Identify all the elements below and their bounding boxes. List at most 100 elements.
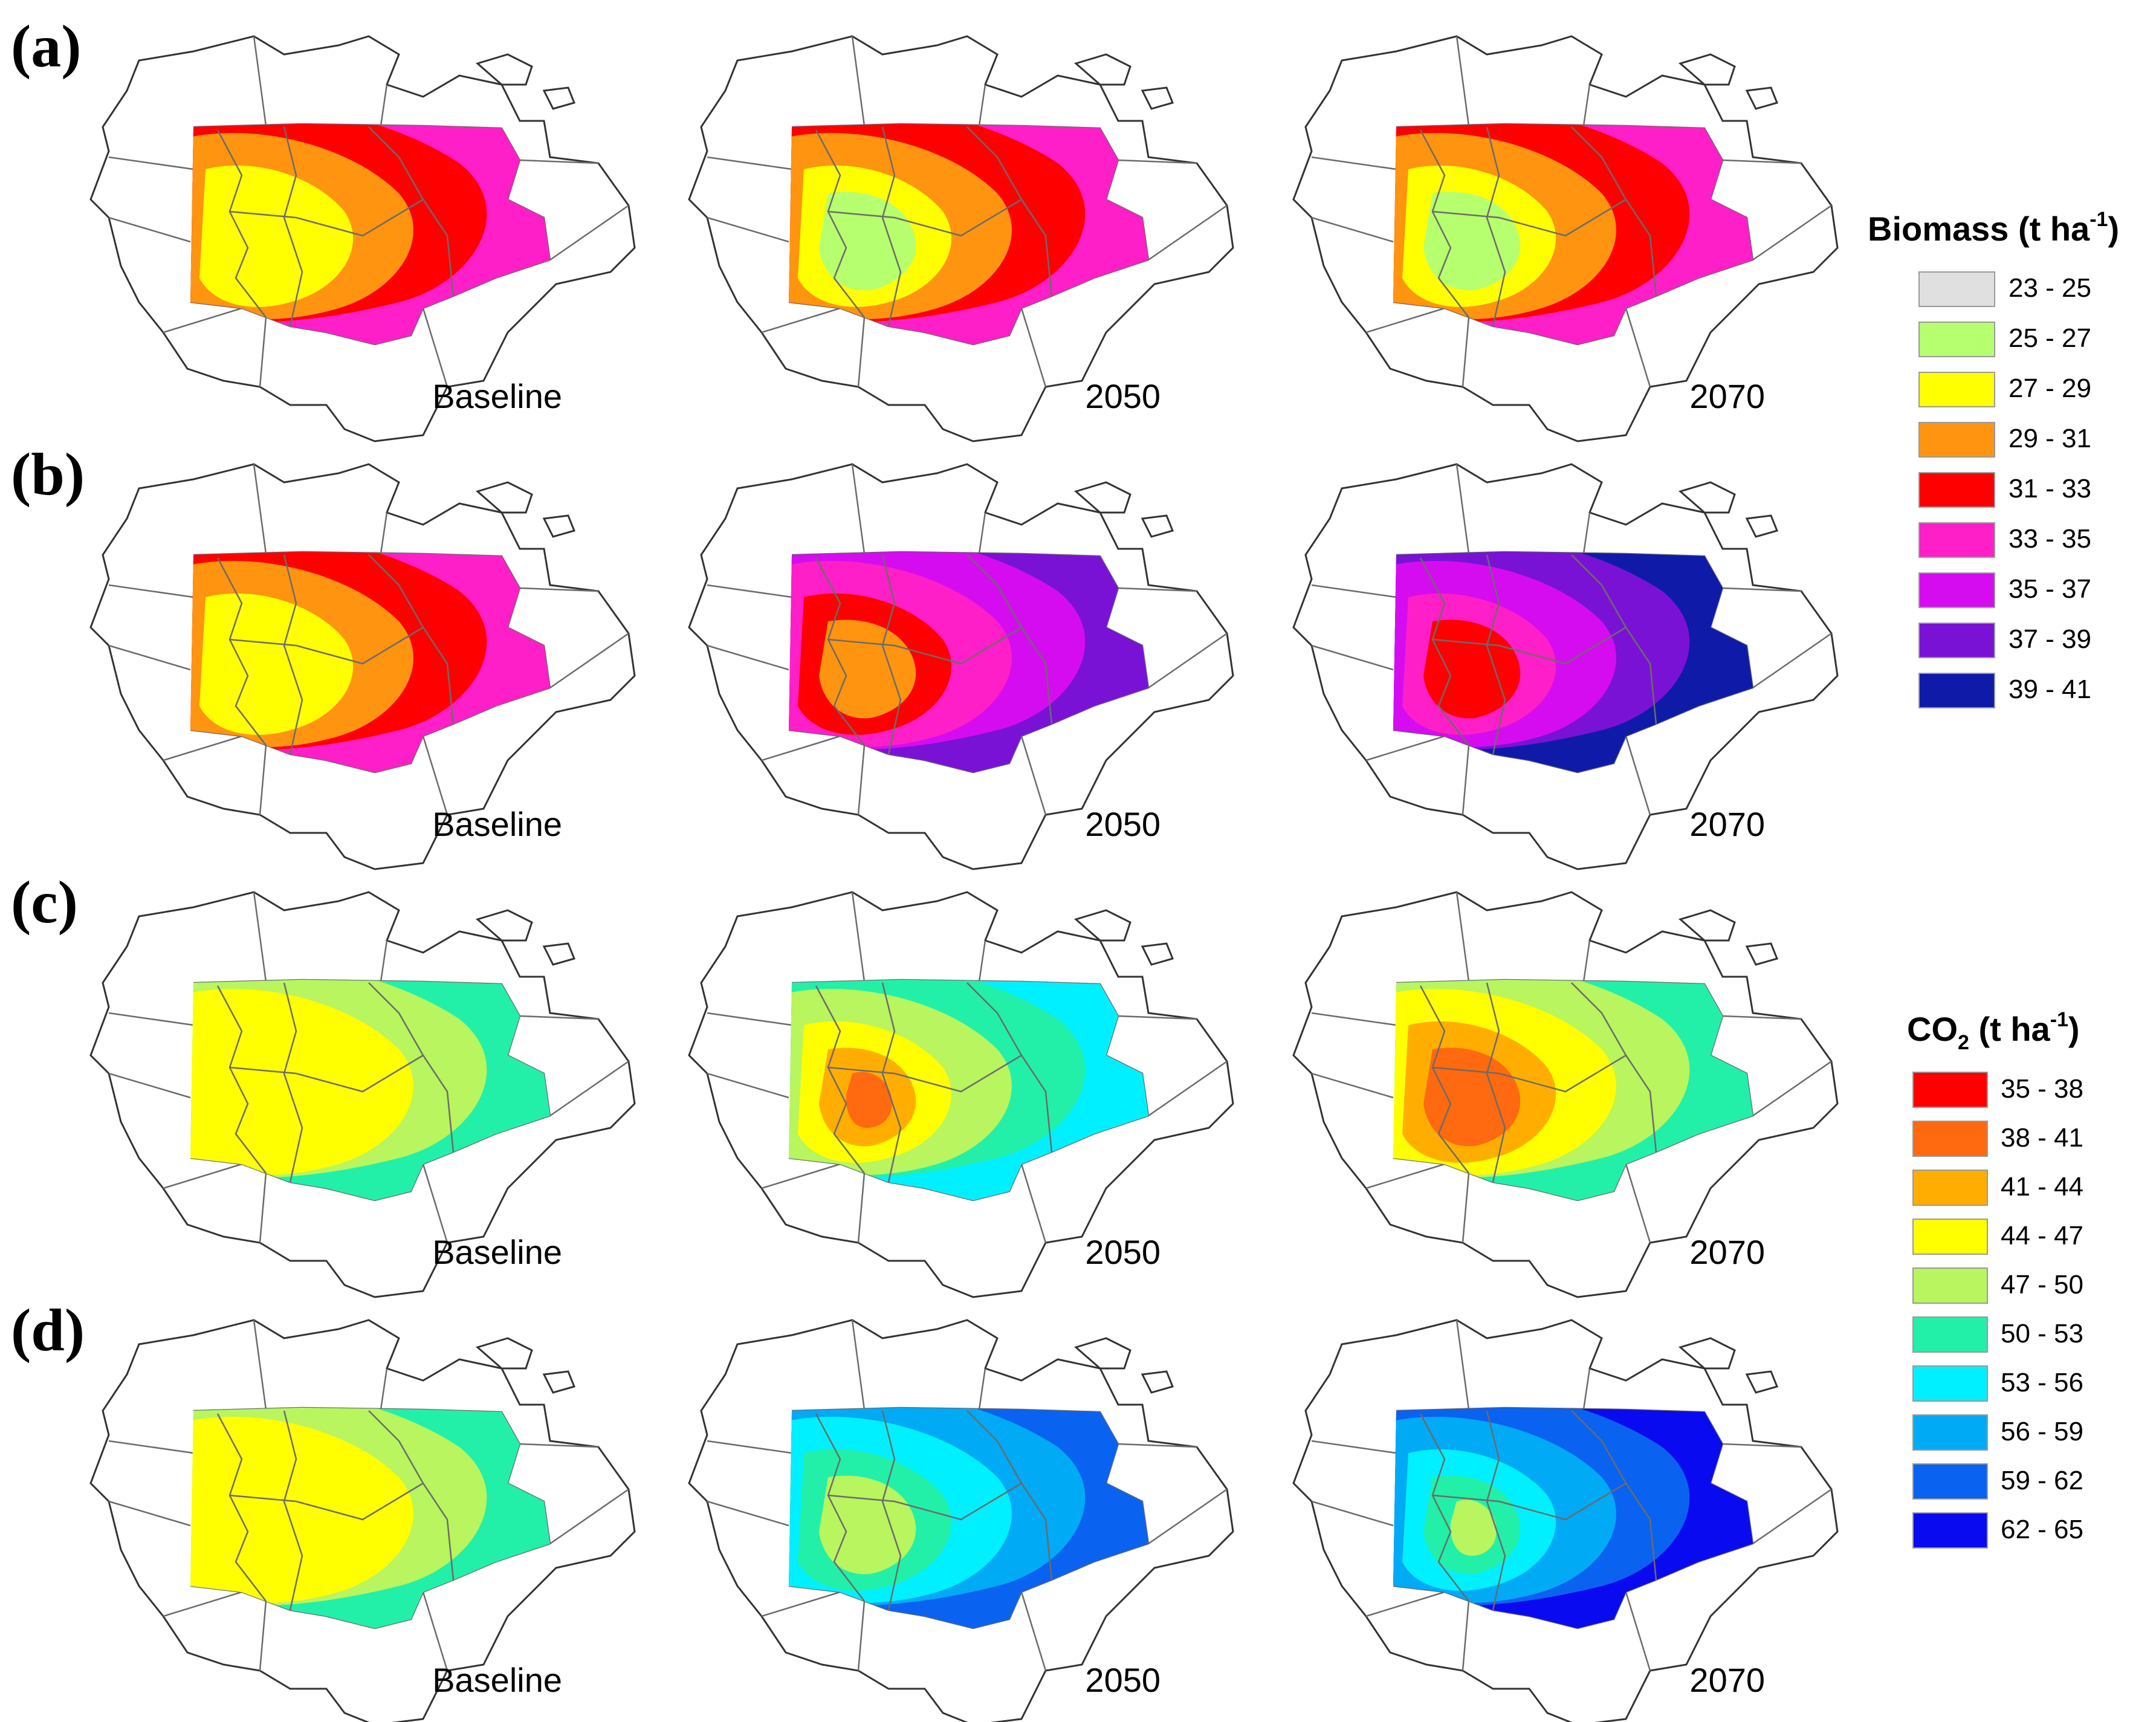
co2-legend-label-2: 38 - 41 bbox=[2001, 1123, 2083, 1153]
map-panel-r4-c1: Baseline bbox=[89, 1319, 636, 1722]
biomass-legend-label-4: 29 - 31 bbox=[2009, 424, 2091, 453]
map-panel-r3-c1: Baseline bbox=[89, 891, 636, 1298]
co2-legend-swatch-4 bbox=[1912, 1219, 1988, 1255]
period-baseline-label: Baseline bbox=[432, 1233, 562, 1271]
period-2070-label: 2070 bbox=[1689, 1661, 1765, 1699]
value-zone bbox=[1423, 1047, 1521, 1147]
district-borders bbox=[216, 554, 455, 755]
biomass-legend-label-3: 27 - 29 bbox=[2009, 374, 2091, 403]
biomass-legend-label-9: 39 - 41 bbox=[2009, 675, 2091, 704]
map-panel-r4-c2: 2050 bbox=[688, 1319, 1234, 1722]
co2-legend-label-7: 53 - 56 bbox=[2001, 1368, 2083, 1397]
biomass-legend-swatch-3 bbox=[1918, 372, 1995, 407]
co2-legend-label-1: 35 - 38 bbox=[2001, 1074, 2083, 1104]
period-2070-label: 2070 bbox=[1689, 805, 1765, 843]
period-2070-label: 2070 bbox=[1689, 1233, 1765, 1271]
value-zone bbox=[1450, 1500, 1497, 1556]
co2-legend-label-6: 50 - 53 bbox=[2001, 1319, 2083, 1348]
district-borders bbox=[815, 1410, 1053, 1611]
value-zone bbox=[819, 192, 916, 291]
district-borders bbox=[815, 554, 1053, 755]
row-labels: (a) (b) (c) (d) bbox=[11, 13, 85, 1364]
biomass-legend-swatch-9 bbox=[1918, 673, 1995, 708]
co2-legend-swatch-9 bbox=[1912, 1463, 1988, 1500]
row-label-d: (d) bbox=[11, 1296, 85, 1364]
period-2050-label: 2050 bbox=[1085, 1233, 1161, 1271]
period-baseline-label: Baseline bbox=[432, 1661, 562, 1699]
district-borders bbox=[815, 982, 1053, 1183]
map-panel-r1-c3: 2070 bbox=[1292, 35, 1839, 442]
study-area-fill bbox=[1393, 980, 1753, 1200]
co2-legend-title: CO2 (t ha-1) bbox=[1907, 1008, 2080, 1054]
district-borders bbox=[216, 1410, 455, 1611]
co2-legend-label-4: 44 - 47 bbox=[2001, 1221, 2083, 1251]
biomass-legend-label-8: 37 - 39 bbox=[2009, 624, 2091, 654]
row-label-b: (b) bbox=[11, 441, 85, 508]
biomass-legend-swatch-4 bbox=[1918, 422, 1995, 458]
map-panel-r1-c2: 2050 bbox=[688, 35, 1234, 442]
value-zone bbox=[846, 1072, 892, 1128]
co2-legend: CO2 (t ha-1) 35 - 38 38 - 41 41 - 44 44 - 4… bbox=[1907, 1008, 2083, 1549]
study-area-fill bbox=[1393, 552, 1753, 772]
row-label-c: (c) bbox=[11, 869, 78, 936]
co2-legend-swatch-2 bbox=[1912, 1121, 1988, 1157]
co2-legend-swatch-7 bbox=[1912, 1365, 1988, 1402]
value-zone bbox=[1423, 192, 1521, 291]
value-zone bbox=[819, 1475, 916, 1575]
biomass-legend: Biomass (t ha-1) 23 - 25 25 - 27 27 - 29 29… bbox=[1868, 208, 2119, 708]
biomass-legend-swatch-2 bbox=[1918, 322, 1995, 357]
study-area-fill bbox=[190, 124, 550, 345]
biomass-legend-label-5: 31 - 33 bbox=[2009, 474, 2091, 503]
co2-legend-swatch-5 bbox=[1912, 1267, 1988, 1304]
map-panel-r2-c3: 2070 bbox=[1292, 463, 1839, 870]
map-panel-r2-c1: Baseline bbox=[89, 463, 636, 870]
biomass-legend-title: Biomass (t ha-1) bbox=[1868, 208, 2119, 248]
co2-legend-label-5: 47 - 50 bbox=[2001, 1270, 2083, 1300]
period-2050-label: 2050 bbox=[1085, 805, 1161, 843]
co2-legend-swatch-8 bbox=[1912, 1414, 1988, 1451]
study-area-fill bbox=[190, 1408, 550, 1628]
period-baseline-label: Baseline bbox=[432, 377, 562, 415]
biomass-legend-label-2: 25 - 27 bbox=[2009, 323, 2091, 353]
study-area-fill bbox=[789, 552, 1148, 772]
period-2050-label: 2050 bbox=[1085, 1661, 1161, 1699]
district-borders bbox=[815, 126, 1053, 327]
value-zone bbox=[819, 620, 916, 719]
co2-legend-label-10: 62 - 65 bbox=[2001, 1515, 2083, 1544]
co2-legend-label-9: 59 - 62 bbox=[2001, 1466, 2083, 1495]
map-panel-r1-c1: Baseline bbox=[89, 35, 636, 442]
district-borders bbox=[216, 126, 455, 327]
biomass-legend-label-6: 33 - 35 bbox=[2009, 524, 2091, 554]
map-panel-r2-c2: 2050 bbox=[688, 463, 1234, 870]
study-area-fill bbox=[789, 124, 1148, 345]
period-baseline-label: Baseline bbox=[432, 805, 562, 843]
map-panels: Baseline 2050 2070 Baseline 2050 2070 Baseline… bbox=[89, 35, 1839, 1722]
biomass-legend-swatch-7 bbox=[1918, 572, 1995, 608]
study-area-fill bbox=[1393, 1408, 1753, 1628]
biomass-legend-swatch-8 bbox=[1918, 623, 1995, 658]
co2-legend-swatch-1 bbox=[1912, 1072, 1988, 1108]
period-2070-label: 2070 bbox=[1689, 377, 1765, 415]
co2-legend-swatch-6 bbox=[1912, 1316, 1988, 1353]
row-label-a: (a) bbox=[11, 13, 82, 80]
co2-legend-label-3: 41 - 44 bbox=[2001, 1172, 2083, 1202]
biomass-legend-label-7: 35 - 37 bbox=[2009, 574, 2091, 604]
biomass-legend-swatch-5 bbox=[1918, 472, 1995, 508]
district-borders bbox=[1419, 982, 1657, 1183]
map-panel-r3-c2: 2050 bbox=[688, 891, 1234, 1298]
district-borders bbox=[216, 982, 455, 1183]
map-panel-r3-c3: 2070 bbox=[1292, 891, 1839, 1298]
district-borders bbox=[1419, 554, 1657, 755]
map-panel-r4-c3: 2070 bbox=[1292, 1319, 1839, 1722]
biomass-legend-swatch-1 bbox=[1918, 271, 1995, 307]
district-borders bbox=[1419, 1410, 1657, 1611]
district-borders bbox=[1419, 126, 1657, 327]
co2-legend-swatch-3 bbox=[1912, 1170, 1988, 1206]
value-zone bbox=[190, 1417, 413, 1604]
value-zone bbox=[1423, 620, 1521, 719]
biomass-legend-label-1: 23 - 25 bbox=[2009, 273, 2091, 303]
co2-legend-swatch-10 bbox=[1912, 1512, 1988, 1549]
biomass-legend-swatch-6 bbox=[1918, 522, 1995, 558]
co2-legend-label-8: 56 - 59 bbox=[2001, 1417, 2083, 1446]
